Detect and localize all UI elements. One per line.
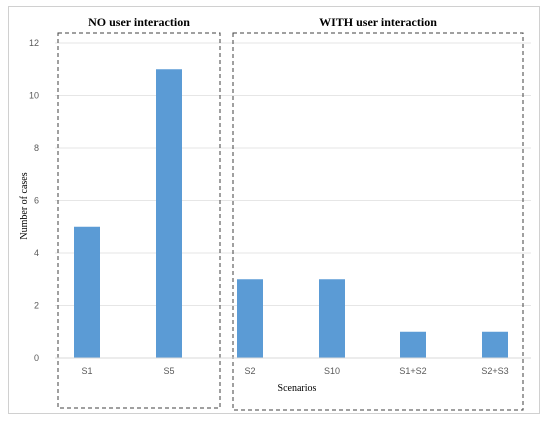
bars <box>74 69 508 358</box>
bar-s5 <box>156 69 182 358</box>
x-tick-label: S2 <box>244 366 255 376</box>
group-label: NO user interaction <box>88 15 190 29</box>
group-label: WITH user interaction <box>319 15 437 29</box>
x-tick-label: S10 <box>324 366 340 376</box>
y-tick-label: 8 <box>34 143 39 153</box>
chart-frame <box>8 6 540 414</box>
x-tick-labels: S1 S5 S2 S10 S1+S2 S2+S3 <box>81 366 508 376</box>
x-tick-label: S1+S2 <box>399 366 426 376</box>
bar-s2 <box>237 279 263 358</box>
y-tick-label: 4 <box>34 248 39 258</box>
group-box <box>232 32 524 411</box>
group-box <box>57 32 221 409</box>
y-tick-label: 12 <box>29 38 39 48</box>
x-tick-label: S1 <box>81 366 92 376</box>
bar-s1 <box>74 226 100 358</box>
y-tick-label: 10 <box>29 91 39 101</box>
y-tick-label: 2 <box>34 301 39 311</box>
gridlines <box>55 42 531 306</box>
group-boxes: NO user interaction WITH user interaction <box>57 15 524 411</box>
bar-s10 <box>319 279 345 358</box>
y-tick-label: 6 <box>34 196 39 206</box>
y-axis-title: Number of cases <box>19 172 30 239</box>
y-tick-labels: 0 2 4 6 8 10 12 <box>29 38 39 363</box>
x-tick-label: S2+S3 <box>481 366 508 376</box>
x-axis-title: Scenarios <box>278 383 317 394</box>
bar-s1-plus-s2 <box>400 331 426 358</box>
x-tick-label: S5 <box>163 366 174 376</box>
y-tick-label: 0 <box>34 353 39 363</box>
bar-s2-plus-s3 <box>482 331 508 358</box>
